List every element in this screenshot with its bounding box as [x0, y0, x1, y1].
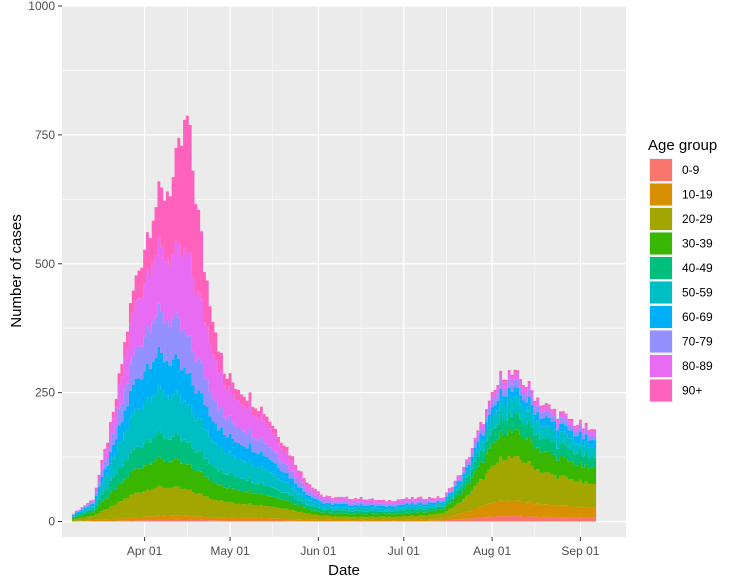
- series-area-10-19: [71, 500, 597, 522]
- series-areas: [71, 115, 597, 522]
- y-tick-label: 750: [35, 128, 55, 142]
- legend-swatch-70-79: [650, 330, 672, 353]
- legend-title: Age group: [648, 137, 717, 154]
- legend-swatch-50-59: [650, 281, 672, 304]
- legend-label-0-9: 0-9: [682, 163, 700, 177]
- x-tick-label: Aug 01: [473, 544, 511, 558]
- legend-swatch-10-19: [650, 183, 672, 206]
- series-area-0-9: [71, 515, 597, 522]
- y-axis-title: Number of cases: [8, 214, 25, 327]
- x-axis-title: Date: [328, 562, 360, 579]
- legend-label-10-19: 10-19: [682, 188, 713, 202]
- series-area-30-39: [71, 429, 597, 520]
- y-tick-label: 1000: [28, 0, 55, 13]
- legend-label-70-79: 70-79: [682, 335, 713, 349]
- y-tick-label: 500: [35, 257, 55, 271]
- legend-swatch-20-29: [650, 208, 672, 230]
- legend-label-50-59: 50-59: [682, 286, 713, 300]
- legend-label-30-39: 30-39: [682, 237, 713, 251]
- legend: Age group 0-9 10-19 20-29 30-39 40-49 50-59 60…: [648, 137, 717, 403]
- axes: 0 250 500 750 1000 Apr 01 May 01 Jun 01 Jul 01 Au…: [28, 0, 599, 558]
- y-tick-label: 250: [35, 386, 55, 400]
- legend-swatch-30-39: [650, 232, 672, 255]
- x-tick-label: Sep 01: [561, 544, 599, 558]
- legend-label-80-89: 80-89: [682, 359, 713, 373]
- series-area-20-29: [71, 455, 597, 522]
- x-tick-label: Apr 01: [127, 544, 163, 558]
- legend-swatch-80-89: [650, 355, 672, 377]
- legend-swatch-40-49: [650, 257, 672, 279]
- legend-label-40-49: 40-49: [682, 261, 713, 275]
- legend-swatch-90+: [650, 379, 672, 402]
- x-tick-label: May 01: [210, 544, 250, 558]
- legend-label-60-69: 60-69: [682, 310, 713, 324]
- legend-swatch-60-69: [650, 306, 672, 328]
- legend-swatch-0-9: [650, 159, 672, 181]
- x-tick-label: Jul 01: [388, 544, 420, 558]
- legend-label-20-29: 20-29: [682, 212, 713, 226]
- legend-label-90+: 90+: [682, 384, 702, 398]
- y-tick-label: 0: [48, 515, 55, 529]
- x-tick-label: Jun 01: [300, 544, 336, 558]
